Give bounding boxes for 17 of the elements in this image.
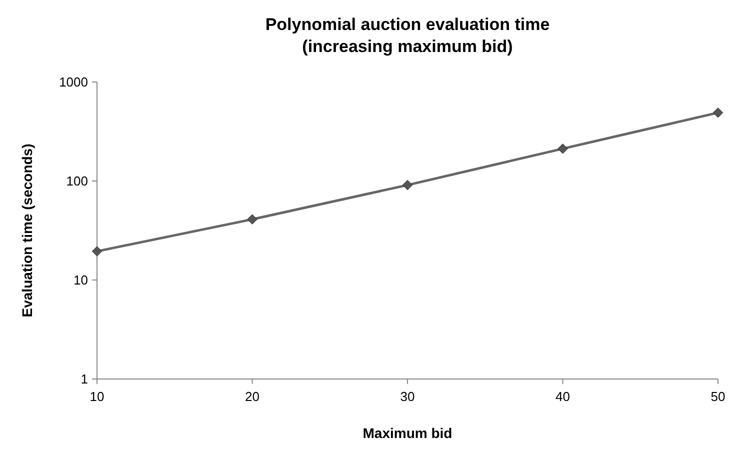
point	[402, 180, 413, 190]
y-tick-label: 100	[66, 174, 88, 189]
point	[92, 246, 102, 256]
x-tick-label: 50	[710, 389, 726, 404]
x-axis-title: Maximum bid	[362, 425, 452, 441]
x-tick-label: 10	[90, 389, 104, 404]
point	[247, 214, 258, 224]
x-tick-label: 40	[556, 389, 570, 404]
y-tick-label: 10	[74, 272, 88, 288]
y-axis-title: Evaluation time (seconds)	[19, 144, 35, 318]
chart-title: Polynomial auction evaluation time (increasing maximum bid)	[265, 15, 550, 56]
x-tick-label: 30	[400, 389, 415, 404]
x-tick-label: 20	[245, 389, 260, 404]
point	[558, 144, 568, 154]
y-tick-label: 1	[80, 372, 88, 387]
y-tick-label: 1000	[59, 74, 88, 90]
point	[712, 108, 724, 118]
